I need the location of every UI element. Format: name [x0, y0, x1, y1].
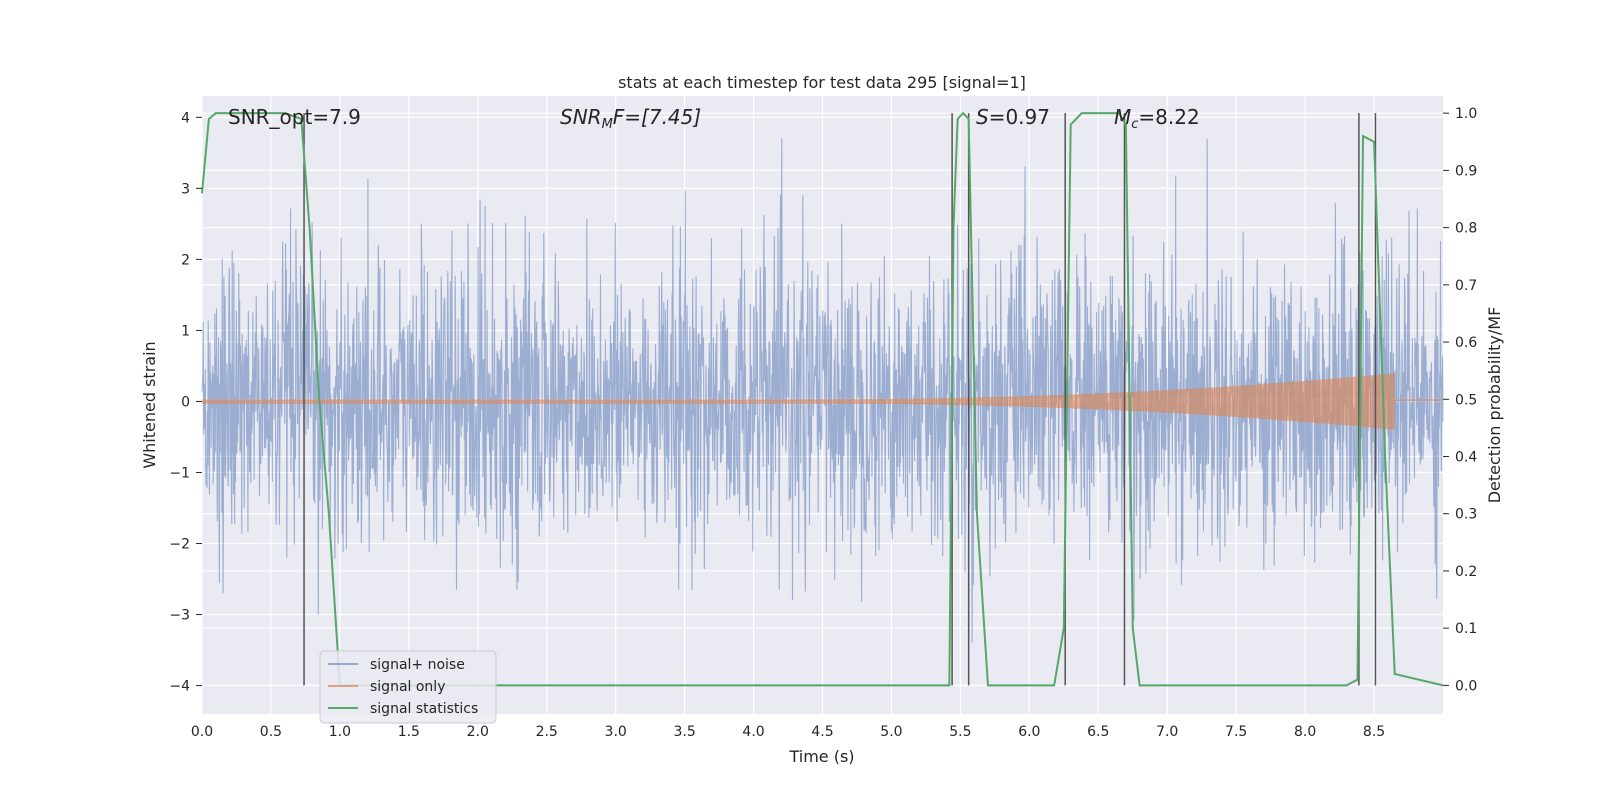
y-right-tick-label: 0.4 — [1455, 450, 1477, 466]
annotation-mc-sub: c — [1131, 117, 1138, 132]
y-axis-right-ticks: 1.0 0.9 0.8 0.7 0.6 0.5 0.4 0.3 0.2 0.1 0.0 — [1443, 106, 1477, 694]
series-signal-only — [202, 344, 1443, 487]
y-right-tick-label: 0.1 — [1455, 621, 1477, 637]
y-right-tick-label: 0.5 — [1455, 392, 1477, 408]
y-tick-label: 1 — [181, 323, 190, 339]
y-right-tick-label: 0.3 — [1455, 507, 1477, 523]
y-right-tick-label: 0.0 — [1455, 678, 1477, 694]
chart-title: stats at each timestep for test data 295… — [618, 73, 1026, 92]
y-tick-label: −1 — [169, 465, 190, 481]
y-right-tick-label: 0.2 — [1455, 564, 1477, 580]
statistics-line — [201, 111, 1444, 687]
x-tick-label: 5.5 — [949, 724, 971, 740]
x-tick-label: 2.5 — [536, 724, 558, 740]
annotation-snr-mf-value: F=[7.45] — [613, 105, 701, 129]
y-tick-label: −2 — [169, 537, 190, 553]
y-axis-right-label: Detection probability/MF — [1485, 307, 1504, 504]
x-tick-label: 8.5 — [1363, 724, 1385, 740]
annotation-snr-opt: SNR_opt=7.9 — [228, 105, 361, 129]
x-tick-label: 6.5 — [1087, 724, 1109, 740]
annotation-mc-value: =8.22 — [1138, 105, 1199, 129]
legend-label-signal-only: signal only — [370, 679, 445, 695]
x-tick-label: 0.0 — [191, 724, 213, 740]
y-axis-label: Whitened strain — [140, 341, 159, 468]
x-tick-label: 0.5 — [260, 724, 282, 740]
x-tick-label: 1.0 — [329, 724, 351, 740]
legend-box — [319, 650, 497, 724]
y-axis-ticks: 4 3 2 1 0 −1 −2 −3 −4 — [169, 110, 202, 695]
x-tick-label: 6.0 — [1018, 724, 1040, 740]
x-tick-label: 4.0 — [742, 724, 764, 740]
annotation-s-value: =0.97 — [989, 105, 1050, 129]
legend: signal+ noise signal only signal statist… — [319, 650, 497, 724]
x-tick-label: 2.0 — [467, 724, 489, 740]
y-tick-label: −4 — [169, 679, 190, 695]
y-tick-label: 4 — [181, 110, 190, 126]
y-tick-label: 0 — [181, 394, 190, 410]
series-signal-noise — [201, 138, 1444, 643]
y-tick-label: −3 — [169, 608, 190, 624]
annotation-snr-mf-sub: M — [602, 117, 613, 132]
x-axis-label: Time (s) — [788, 747, 854, 766]
legend-label-signal-statistics: signal statistics — [370, 701, 478, 717]
x-tick-label: 1.5 — [398, 724, 420, 740]
y-right-tick-label: 0.9 — [1455, 163, 1477, 179]
x-tick-label: 7.5 — [1225, 724, 1247, 740]
series-signal-statistics — [201, 111, 1444, 687]
x-tick-label: 3.0 — [605, 724, 627, 740]
y-tick-label: 3 — [181, 181, 190, 197]
annotation-mc-symbol: M — [1114, 105, 1131, 129]
annotation-snr-mf-main: SNR — [560, 105, 602, 129]
x-tick-label: 7.0 — [1156, 724, 1178, 740]
x-tick-label: 3.5 — [673, 724, 695, 740]
legend-label-signal-noise: signal+ noise — [370, 657, 465, 673]
annotation-snr-mf: SNRMF=[7.45] — [560, 105, 701, 132]
annotation-s-symbol: S — [976, 105, 989, 129]
y-right-tick-label: 0.7 — [1455, 278, 1477, 294]
annotation-mc: Mc=8.22 — [1114, 105, 1200, 132]
noise-line — [201, 138, 1444, 643]
x-tick-label: 5.0 — [880, 724, 902, 740]
y-right-tick-label: 0.8 — [1455, 221, 1477, 237]
y-tick-label: 2 — [181, 252, 190, 268]
annotation-s: S=0.97 — [976, 105, 1050, 129]
x-axis-ticks: 0.0 0.5 1.0 1.5 2.0 2.5 3.0 3.5 4.0 4.5 5.0 5.5 6.0 6… — [191, 724, 1385, 740]
y-right-tick-label: 0.6 — [1455, 335, 1477, 351]
y-right-tick-label: 1.0 — [1455, 106, 1477, 122]
x-tick-label: 4.5 — [811, 724, 833, 740]
x-tick-label: 8.0 — [1294, 724, 1316, 740]
